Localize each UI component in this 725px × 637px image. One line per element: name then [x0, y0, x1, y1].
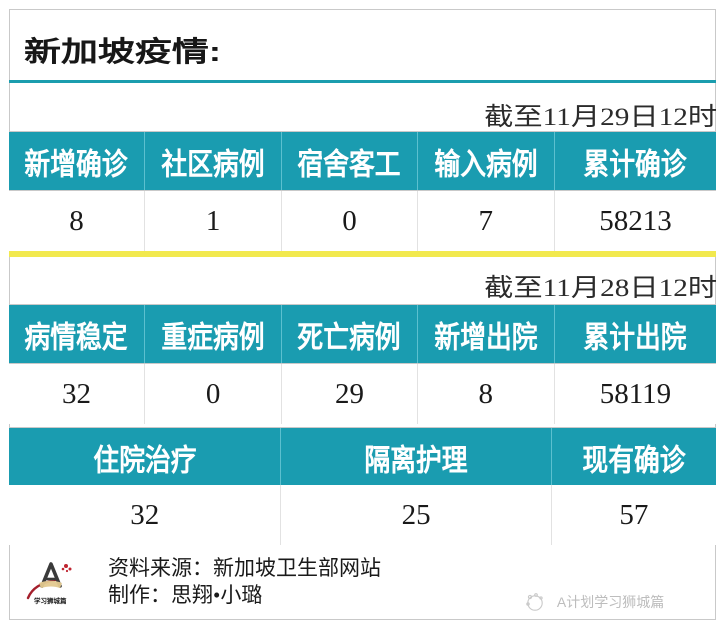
- svg-text:学习狮城篇: 学习狮城篇: [34, 596, 67, 605]
